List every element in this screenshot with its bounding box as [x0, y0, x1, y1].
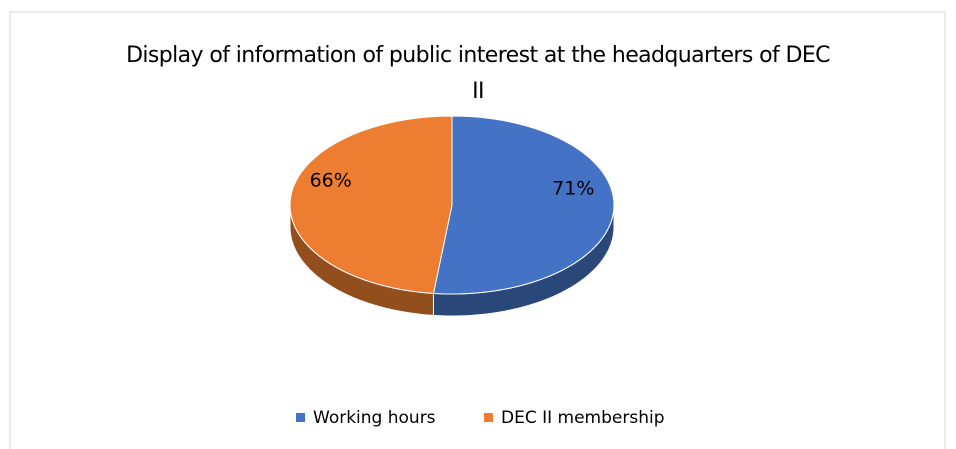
legend-swatch — [484, 413, 493, 422]
slice — [432, 115, 615, 295]
chart-title: Display of information of public interes… — [126, 43, 830, 104]
legend-label: DEC II membership — [501, 408, 665, 428]
slice — [289, 115, 453, 294]
chart-frame — [9, 11, 946, 449]
legend-swatch — [296, 413, 305, 422]
data-label: 66% — [310, 170, 352, 192]
legend-label: Working hours — [313, 408, 436, 428]
data-label: 71% — [552, 177, 594, 199]
